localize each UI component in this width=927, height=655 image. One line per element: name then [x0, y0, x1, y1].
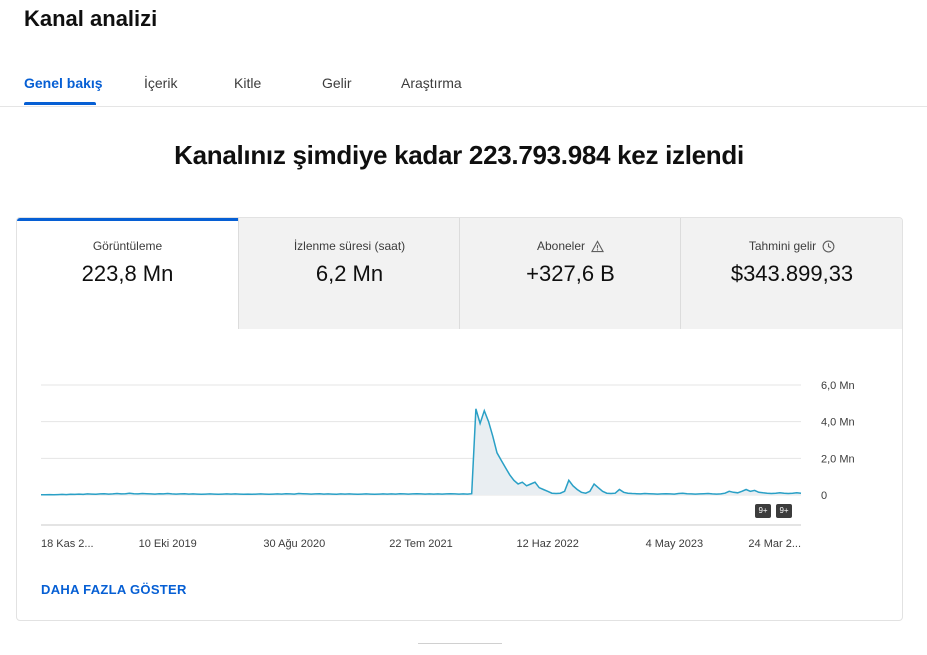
- x-tick-label: 22 Tem 2021: [389, 538, 452, 550]
- total-views-headline: Kanalınız şimdiye kadar 223.793.984 kez …: [174, 140, 744, 170]
- warning-icon[interactable]: [591, 239, 605, 253]
- annotation-badge[interactable]: 9+: [776, 504, 792, 518]
- metric-watch-time[interactable]: İzlenme süresi (saat) 6,2 Mn: [238, 218, 460, 329]
- page-title: Kanal analizi: [24, 6, 158, 31]
- metric-value: $343.899,33: [730, 261, 854, 286]
- metric-subscribers[interactable]: Aboneler +327,6 B: [459, 218, 681, 329]
- tab-research[interactable]: Araştırma: [401, 75, 462, 91]
- overview-card: Görüntüleme 223,8 Mn İzlenme süresi (saa…: [16, 217, 903, 621]
- tab-overview[interactable]: Genel bakış: [24, 75, 103, 91]
- active-tab-indicator: [24, 102, 96, 105]
- x-tick-label: 18 Kas 2...: [41, 538, 94, 550]
- x-tick-label: 30 Ağu 2020: [263, 538, 325, 550]
- tab-revenue[interactable]: Gelir: [322, 75, 352, 91]
- series-line: [41, 408, 802, 496]
- metric-tabs: Görüntüleme 223,8 Mn İzlenme süresi (saa…: [17, 218, 902, 329]
- y-tick-label: 0: [821, 490, 827, 502]
- active-metric-bar: [17, 218, 238, 221]
- metric-value: +327,6 B: [526, 261, 615, 286]
- x-tick-label: 4 May 2023: [646, 538, 703, 550]
- metric-label: Görüntüleme: [92, 239, 163, 253]
- metric-value: 223,8 Mn: [81, 261, 174, 286]
- views-chart: 6,0 Mn 4,0 Mn 2,0 Mn 0 18 Kas 2... 10 Eki 201…: [17, 358, 902, 558]
- views-chart-svg: 6,0 Mn 4,0 Mn 2,0 Mn 0 18 Kas 2... 10 Eki 201…: [41, 380, 855, 550]
- y-tick-label: 6,0 Mn: [821, 380, 855, 392]
- y-tick-label: 2,0 Mn: [821, 453, 855, 465]
- tab-audience[interactable]: Kitle: [234, 75, 262, 91]
- metric-value: 6,2 Mn: [315, 261, 384, 286]
- divider: [418, 643, 502, 644]
- x-tick-label: 12 Haz 2022: [516, 538, 578, 550]
- tab-bar: Genel bakış İçerik Kitle Gelir Araştırma: [0, 60, 927, 107]
- metric-label: Tahmini gelir: [681, 239, 902, 253]
- x-tick-label: 24 Mar 2...: [748, 538, 801, 550]
- clock-icon[interactable]: [822, 240, 835, 253]
- annotation-badge[interactable]: 9+: [755, 504, 771, 518]
- y-tick-label: 4,0 Mn: [821, 417, 855, 429]
- metric-label: Aboneler: [460, 239, 681, 253]
- metric-label: İzlenme süresi (saat): [293, 239, 406, 253]
- metric-views[interactable]: Görüntüleme 223,8 Mn: [17, 218, 238, 329]
- metric-revenue[interactable]: Tahmini gelir $343.899,33: [680, 218, 902, 329]
- x-tick-label: 10 Eki 2019: [139, 538, 197, 550]
- tab-content[interactable]: İçerik: [144, 75, 178, 91]
- show-more-button[interactable]: DAHA FAZLA GÖSTER: [41, 582, 187, 597]
